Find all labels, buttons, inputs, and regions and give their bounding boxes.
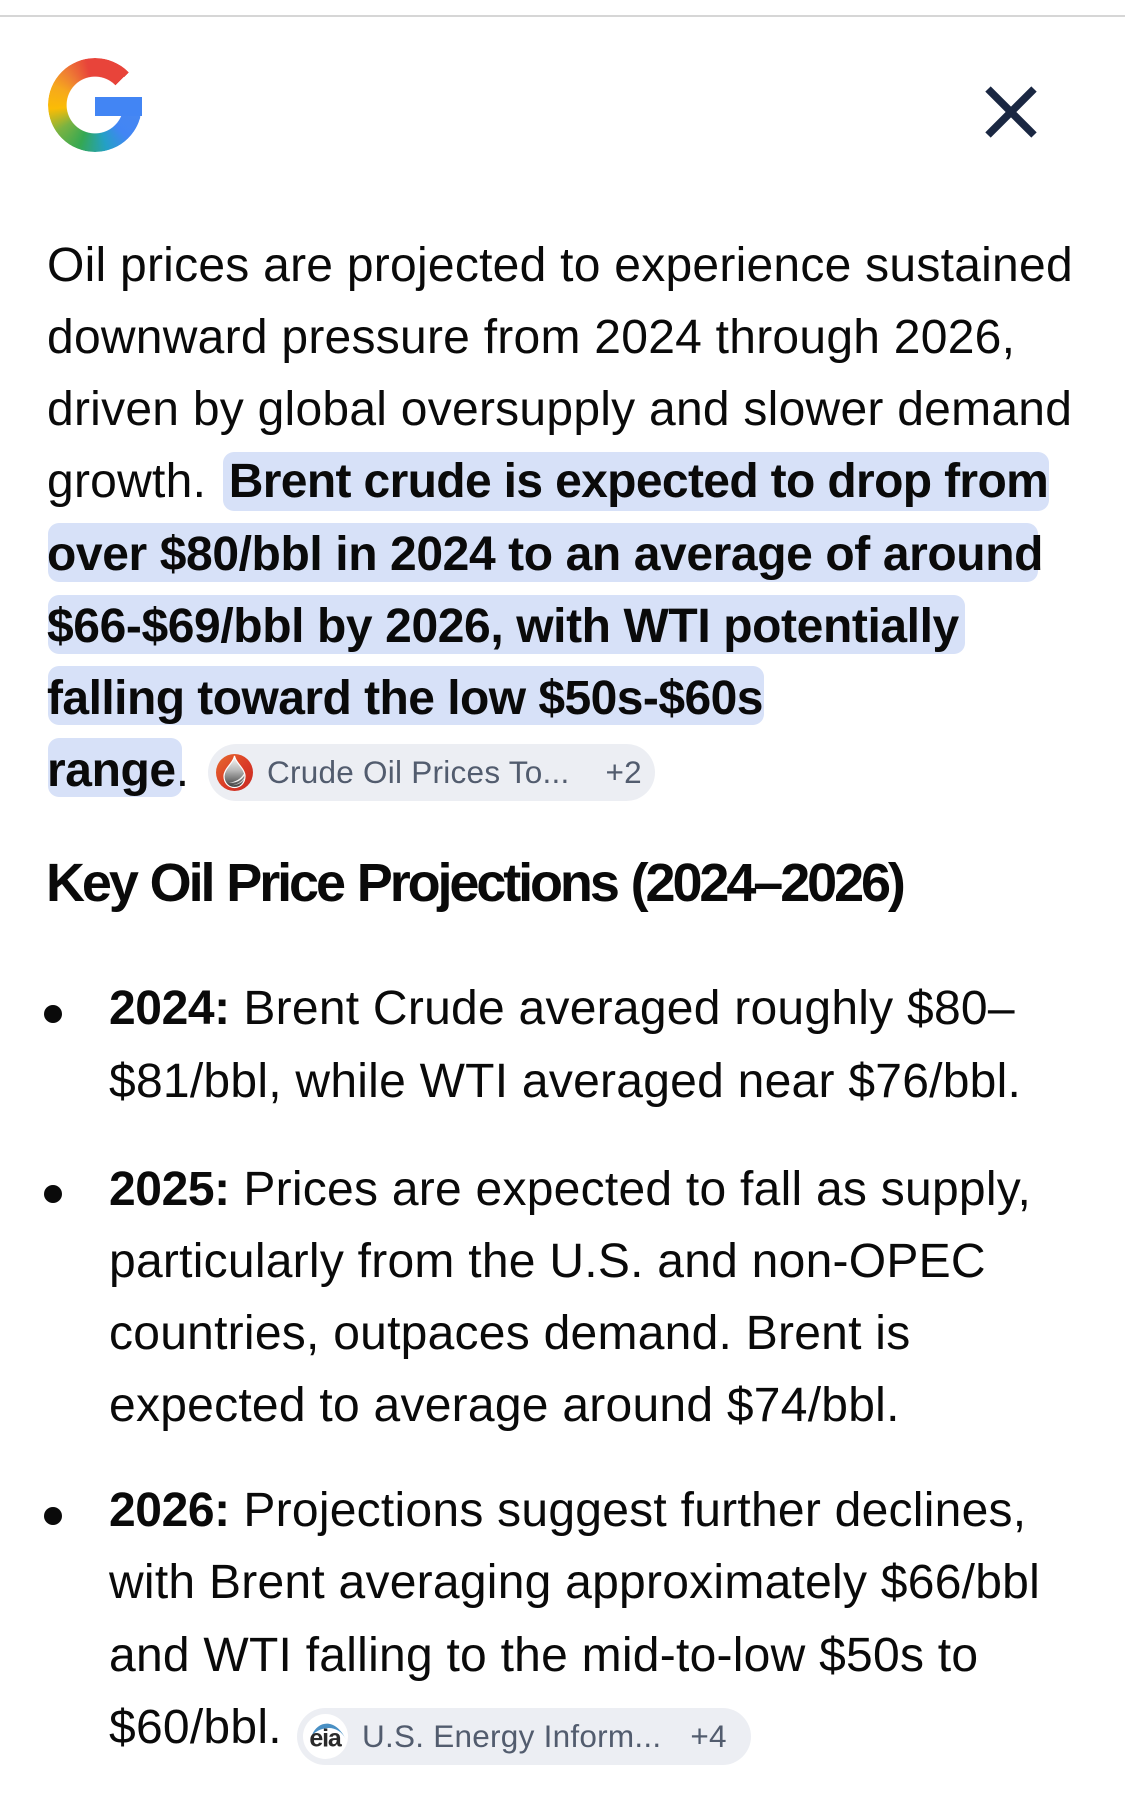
svg-text:eia: eia: [309, 1724, 342, 1752]
